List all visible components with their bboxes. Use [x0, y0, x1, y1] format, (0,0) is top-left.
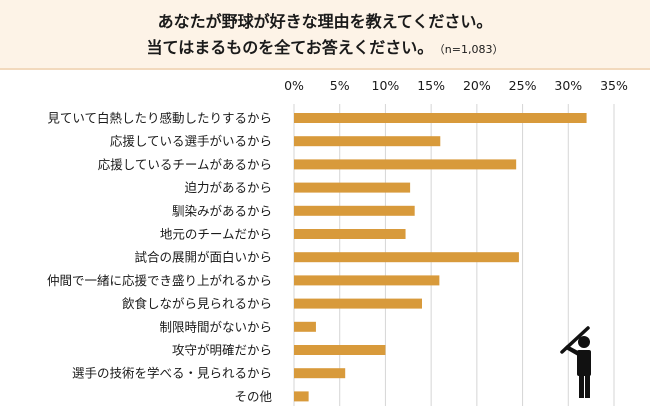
- category-label: 応援している選手がいるから: [110, 134, 272, 149]
- bar: [294, 275, 440, 286]
- category-labels: 見ていて白熱したり感動したりするから応援している選手がいるから応援しているチーム…: [47, 111, 273, 404]
- category-label: その他: [234, 389, 272, 404]
- x-tick-label: 25%: [509, 78, 537, 93]
- x-tick-label: 20%: [463, 78, 491, 93]
- bar: [294, 205, 415, 216]
- bar: [294, 391, 309, 402]
- category-label: 見ていて白熱したり感動したりするから: [47, 111, 272, 126]
- category-label: 馴染みがあるから: [172, 203, 272, 218]
- chart-title-line2: 当てはまるものを全てお答えください。 （n=1,083）: [0, 34, 650, 58]
- bar: [294, 113, 587, 123]
- bar: [294, 298, 422, 309]
- bar: [294, 229, 406, 239]
- chart-header: あなたが野球が好きな理由を教えてください。 当てはまるものを全てお答えください。…: [0, 0, 650, 70]
- category-label: 飲食しながら見られるから: [122, 296, 272, 311]
- category-label: 地元のチームだから: [160, 227, 272, 242]
- baseball-batter-icon: [560, 326, 591, 398]
- category-label: 試合の展開が面白いから: [134, 250, 272, 265]
- x-tick-label: 30%: [554, 78, 582, 93]
- bar: [294, 345, 386, 355]
- category-label: 迫力があるから: [184, 180, 272, 195]
- bar: [294, 321, 316, 332]
- chart-title-line2-text: 当てはまるものを全てお答えください。: [146, 38, 434, 57]
- bar: [294, 159, 517, 170]
- bar: [294, 136, 441, 147]
- bar-chart: 0% 5% 10% 15% 20% 25% 30% 35% 見ていて白熱したり感動したりするか…: [47, 78, 628, 406]
- x-tick-label: 5%: [330, 78, 350, 93]
- category-label: 攻守が明確だから: [172, 343, 272, 358]
- x-tick-label: 0%: [284, 78, 304, 93]
- category-label: 選手の技術を学べる・見られるから: [72, 366, 272, 381]
- category-label: 応援しているチームがあるから: [98, 157, 272, 172]
- bar: [294, 252, 519, 263]
- category-label: 仲間で一緒に応援でき盛り上がれるから: [47, 273, 272, 288]
- x-tick-label: 10%: [372, 78, 400, 93]
- category-label: 制限時間がないから: [159, 319, 272, 334]
- sample-size: （n=1,083）: [439, 43, 504, 56]
- bar: [294, 182, 411, 193]
- x-tick-label: 15%: [417, 78, 445, 93]
- bars: [294, 113, 587, 402]
- bar: [294, 368, 346, 379]
- x-tick-label: 35%: [600, 78, 628, 93]
- chart-title-line1: あなたが野球が好きな理由を教えてください。: [157, 12, 493, 31]
- x-axis-ticks: 0% 5% 10% 15% 20% 25% 30% 35%: [284, 78, 628, 93]
